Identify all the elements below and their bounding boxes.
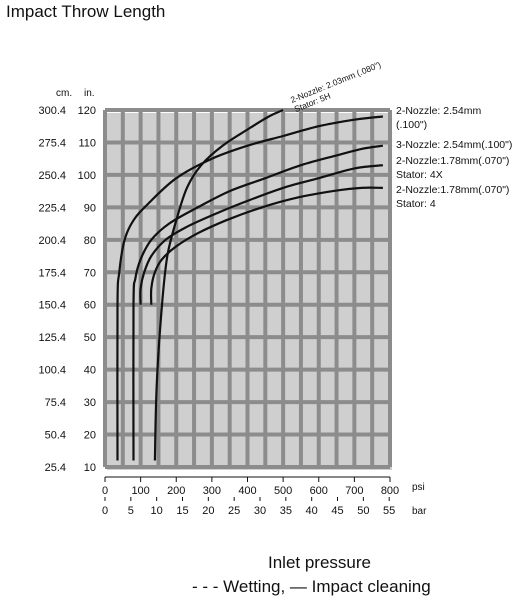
- y-tick-label-in: 80: [84, 235, 96, 247]
- y-tick-label-in: 50: [84, 332, 96, 344]
- series-label-4-line: 2-Nozzle:1.78mm(.070"): [396, 155, 509, 167]
- series-label-3: 3-Nozzle: 2.54mm(.100"): [396, 139, 512, 151]
- y-tick-label-cm: 250.4: [38, 170, 66, 182]
- series-label-1-line: 2-Nozzle: 2.03mm (.080"): [289, 59, 382, 105]
- y-tick-label-in: 110: [78, 137, 96, 149]
- y-tick-label-in: 30: [84, 397, 96, 409]
- series-line-3: [132, 144, 384, 461]
- x-tick-label-psi: 800: [381, 485, 399, 497]
- y-tick-label-cm: 200.4: [38, 235, 66, 247]
- x-axis-labels: psi bar 0 100 200 300 400 500 600 700 800 0 5 10 15 2…: [102, 476, 427, 517]
- y-tick-label-in: 40: [84, 365, 96, 377]
- series-line-2: [116, 115, 384, 461]
- y-tick-label-in: 70: [84, 267, 96, 279]
- x-tick-label-bar: 0: [102, 505, 108, 517]
- x-tick-label-bar: 30: [254, 505, 266, 517]
- series-label-1: 2-Nozzle: 2.03mm (.080")Stator: 5H: [289, 59, 382, 114]
- y-tick-label-cm: 125.4: [38, 332, 66, 344]
- y-tick-label-cm: 300.4: [38, 105, 66, 117]
- series-label-3-line: 3-Nozzle: 2.54mm(.100"): [396, 139, 512, 151]
- y-tick-label-in: 10: [84, 462, 96, 474]
- y-axis-labels: cm. in. 10 25.4 20 50.4 30 75.4 40 100.4 50 125.4…: [38, 88, 96, 474]
- series-label-5: 2-Nozzle:1.78mm(.070") Stator: 4: [396, 184, 509, 210]
- x-tick-label-psi: 200: [167, 485, 185, 497]
- series-label-4: 2-Nozzle:1.78mm(.070") Stator: 4X: [396, 155, 509, 181]
- x-tick-label-psi: 700: [345, 485, 363, 497]
- x-tick-label-bar: 35: [280, 505, 292, 517]
- y-tick-label-in: 20: [84, 430, 96, 442]
- y-tick-label-in: 60: [84, 300, 96, 312]
- x-unit-bar: bar: [412, 506, 427, 517]
- y-tick-label-cm: 175.4: [38, 267, 66, 279]
- y-tick-label-cm: 25.4: [45, 462, 66, 474]
- x-tick-label-bar: 15: [176, 505, 188, 517]
- x-tick-label-psi: 100: [131, 485, 149, 497]
- x-tick-label-bar: 50: [357, 505, 369, 517]
- x-tick-label-psi: 600: [310, 485, 328, 497]
- x-tick-label-bar: 40: [306, 505, 318, 517]
- y-unit-in: in.: [84, 88, 95, 99]
- chart-title: Impact Throw Length: [6, 2, 166, 21]
- series-line-4: [139, 164, 384, 305]
- x-tick-label-psi: 0: [102, 485, 108, 497]
- x-tick-label-bar: 45: [331, 505, 343, 517]
- x-tick-label-bar: 5: [128, 505, 134, 517]
- y-tick-label-cm: 275.4: [38, 137, 66, 149]
- series-label-2-line: (.100"): [396, 119, 427, 131]
- series-label-5-line: 2-Nozzle:1.78mm(.070"): [396, 184, 509, 196]
- y-tick-label-cm: 225.4: [38, 202, 66, 214]
- series-label-2: 2-Nozzle: 2.54mm (.100"): [396, 105, 481, 131]
- series-line-5: [149, 186, 383, 305]
- y-tick-label-cm: 75.4: [45, 397, 66, 409]
- series-label-2-line: 2-Nozzle: 2.54mm: [396, 105, 481, 117]
- curves: [116, 108, 384, 461]
- y-tick-label-cm: 100.4: [38, 365, 66, 377]
- series-line-1: [153, 108, 284, 461]
- y-tick-label-in: 120: [78, 105, 96, 117]
- series-label-4-line: Stator: 4X: [396, 169, 443, 181]
- legend: - - - Wetting, — Impact cleaning: [192, 577, 431, 596]
- x-tick-label-bar: 10: [151, 505, 163, 517]
- x-tick-label-psi: 500: [274, 485, 292, 497]
- y-unit-cm: cm.: [56, 88, 72, 99]
- y-tick-label-cm: 50.4: [45, 430, 66, 442]
- x-tick-label-bar: 55: [383, 505, 395, 517]
- x-tick-label-bar: 25: [228, 505, 240, 517]
- y-tick-label-in: 100: [78, 170, 96, 182]
- y-tick-label-cm: 150.4: [38, 300, 66, 312]
- series-label-5-line: Stator: 4: [396, 198, 436, 210]
- x-tick-label-psi: 400: [238, 485, 256, 497]
- x-tick-label-psi: 300: [203, 485, 221, 497]
- y-tick-label-in: 90: [84, 202, 96, 214]
- x-unit-psi: psi: [412, 482, 425, 493]
- grid: [103, 108, 392, 469]
- x-axis-title: Inlet pressure: [268, 553, 371, 572]
- x-tick-label-bar: 20: [202, 505, 214, 517]
